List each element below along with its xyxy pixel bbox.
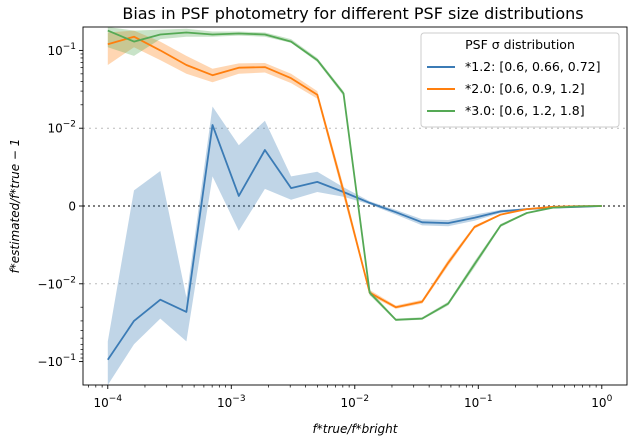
legend-title: PSF σ distribution: [465, 37, 575, 52]
legend-entry-1: *2.0: [0.6, 0.9, 1.2]: [465, 81, 585, 96]
legend: [420, 32, 620, 128]
series-1-line: [107, 35, 602, 309]
x-tick-label-4: 100: [591, 394, 612, 410]
y-tick-label-2: 0: [68, 200, 76, 214]
y-tick-label-4: 10−1: [47, 42, 76, 58]
legend-entry-2: *3.0: [0.6, 1.2, 1.8]: [465, 103, 585, 118]
y-tick-label-1: −10−2: [37, 275, 76, 291]
x-axis-label: f*true/f*bright: [313, 422, 399, 436]
series-0-band: [107, 106, 602, 385]
y-tick-label-3: 10−2: [47, 120, 76, 136]
x-tick-label-1: 10−3: [217, 394, 246, 410]
chart-title: Bias in PSF photometry for different PSF…: [122, 4, 583, 23]
series-1-band: [107, 30, 602, 309]
y-axis-label: f*estimated/f*true − 1: [8, 139, 22, 274]
legend-entry-0: *1.2: [0.6, 0.66, 0.72]: [465, 59, 601, 74]
series-2-line: [107, 29, 602, 321]
x-tick-label-3: 10−1: [464, 394, 493, 410]
x-tick-label-0: 10−4: [94, 394, 123, 410]
y-tick-label-0: −10−1: [37, 353, 76, 369]
x-tick-label-2: 10−2: [341, 394, 370, 410]
